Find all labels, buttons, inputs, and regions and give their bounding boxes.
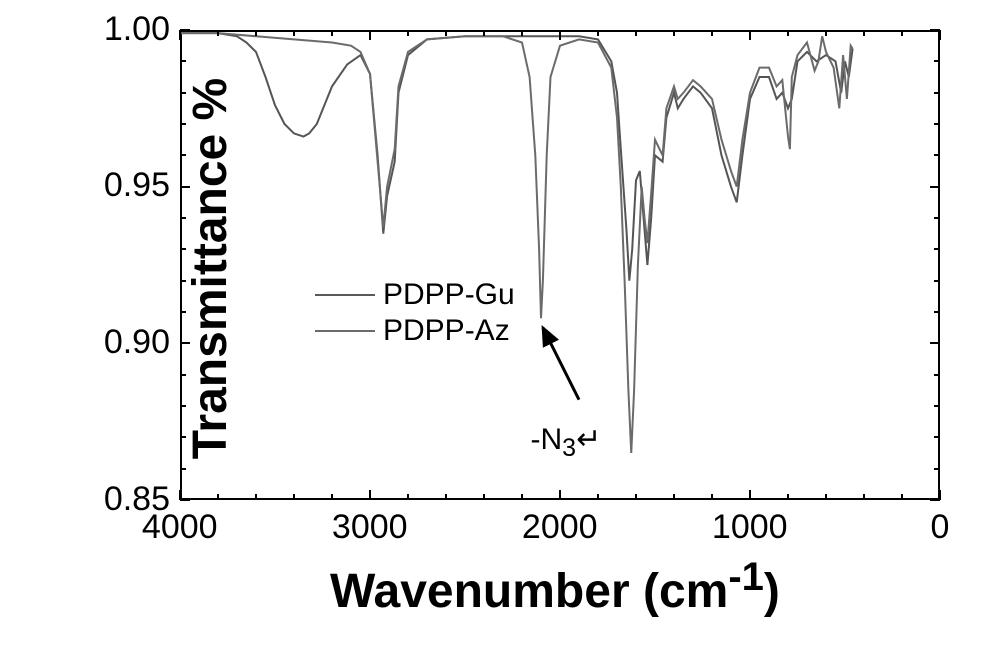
y-tick-label: 0.95: [104, 166, 170, 205]
tick: [179, 30, 181, 40]
tick-minor: [180, 248, 186, 250]
legend-label: PDPP-Gu: [383, 278, 515, 312]
y-axis-label: Transmittance %: [183, 78, 238, 459]
tick: [180, 499, 190, 501]
tick-minor: [901, 30, 903, 36]
tick-minor: [597, 30, 599, 36]
tick-minor: [180, 468, 186, 470]
tick-minor: [934, 468, 940, 470]
tick: [930, 186, 940, 188]
tick-minor: [217, 30, 219, 36]
tick-minor: [934, 280, 940, 282]
tick-minor: [180, 405, 186, 407]
tick: [939, 30, 941, 40]
tick-minor: [445, 30, 447, 36]
tick-minor: [934, 60, 940, 62]
tick-minor: [597, 494, 599, 500]
legend-label: PDPP-Az: [383, 314, 510, 348]
x-tick-label: 1000: [712, 508, 788, 547]
tick: [179, 490, 181, 500]
tick-minor: [711, 30, 713, 36]
tick-minor: [635, 494, 637, 500]
tick-minor: [934, 405, 940, 407]
tick-minor: [934, 123, 940, 125]
ir-spectrum-chart: Transmittance % Wavenumber (cm-1) PDPP-G…: [0, 0, 1000, 660]
tick-minor: [293, 494, 295, 500]
tick-minor: [934, 92, 940, 94]
tick: [369, 490, 371, 500]
y-tick-label: 0.90: [104, 323, 170, 362]
tick-minor: [180, 154, 186, 156]
x-axis-label: Wavenumber (cm-1): [330, 555, 780, 619]
tick: [180, 186, 190, 188]
tick-minor: [255, 494, 257, 500]
tick-minor: [180, 60, 186, 62]
tick-minor: [180, 311, 186, 313]
n3-annotation-text: -N3↵: [531, 422, 602, 463]
tick-minor: [863, 494, 865, 500]
x-tick-label: 0: [930, 508, 949, 547]
tick-minor: [180, 123, 186, 125]
tick-minor: [901, 494, 903, 500]
tick-minor: [825, 30, 827, 36]
x-tick-label: 4000: [142, 508, 218, 547]
tick-minor: [934, 248, 940, 250]
tick-minor: [180, 217, 186, 219]
tick-minor: [635, 30, 637, 36]
tick: [930, 342, 940, 344]
series-PDPP-Gu: [180, 33, 853, 281]
tick: [180, 342, 190, 344]
x-tick-label: 2000: [522, 508, 598, 547]
x-tick-label: 3000: [332, 508, 408, 547]
tick-minor: [825, 494, 827, 500]
tick-minor: [934, 374, 940, 376]
tick-minor: [293, 30, 295, 36]
tick: [749, 30, 751, 40]
n3-annotation-arrow: [543, 328, 579, 400]
tick: [939, 490, 941, 500]
tick: [180, 29, 190, 31]
tick-minor: [331, 494, 333, 500]
legend-swatch: [315, 294, 375, 296]
tick-minor: [934, 311, 940, 313]
tick: [749, 490, 751, 500]
tick-minor: [255, 30, 257, 36]
tick-minor: [934, 436, 940, 438]
legend-item: PDPP-Az: [315, 314, 515, 348]
tick-minor: [673, 30, 675, 36]
tick-minor: [521, 494, 523, 500]
tick-minor: [180, 436, 186, 438]
tick-minor: [787, 30, 789, 36]
tick-minor: [711, 494, 713, 500]
legend-item: PDPP-Gu: [315, 278, 515, 312]
tick-minor: [180, 92, 186, 94]
tick-minor: [331, 30, 333, 36]
tick-minor: [673, 494, 675, 500]
tick-minor: [934, 217, 940, 219]
tick: [559, 490, 561, 500]
tick-minor: [445, 494, 447, 500]
tick-minor: [483, 30, 485, 36]
legend-swatch: [315, 330, 375, 332]
tick-minor: [483, 494, 485, 500]
tick-minor: [407, 494, 409, 500]
tick-minor: [934, 154, 940, 156]
y-tick-label: 1.00: [104, 10, 170, 49]
tick-minor: [180, 280, 186, 282]
tick-minor: [217, 494, 219, 500]
tick-minor: [180, 374, 186, 376]
tick-minor: [787, 494, 789, 500]
tick: [369, 30, 371, 40]
tick: [559, 30, 561, 40]
legend: PDPP-GuPDPP-Az: [315, 278, 515, 350]
tick-minor: [863, 30, 865, 36]
tick-minor: [521, 30, 523, 36]
tick-minor: [407, 30, 409, 36]
